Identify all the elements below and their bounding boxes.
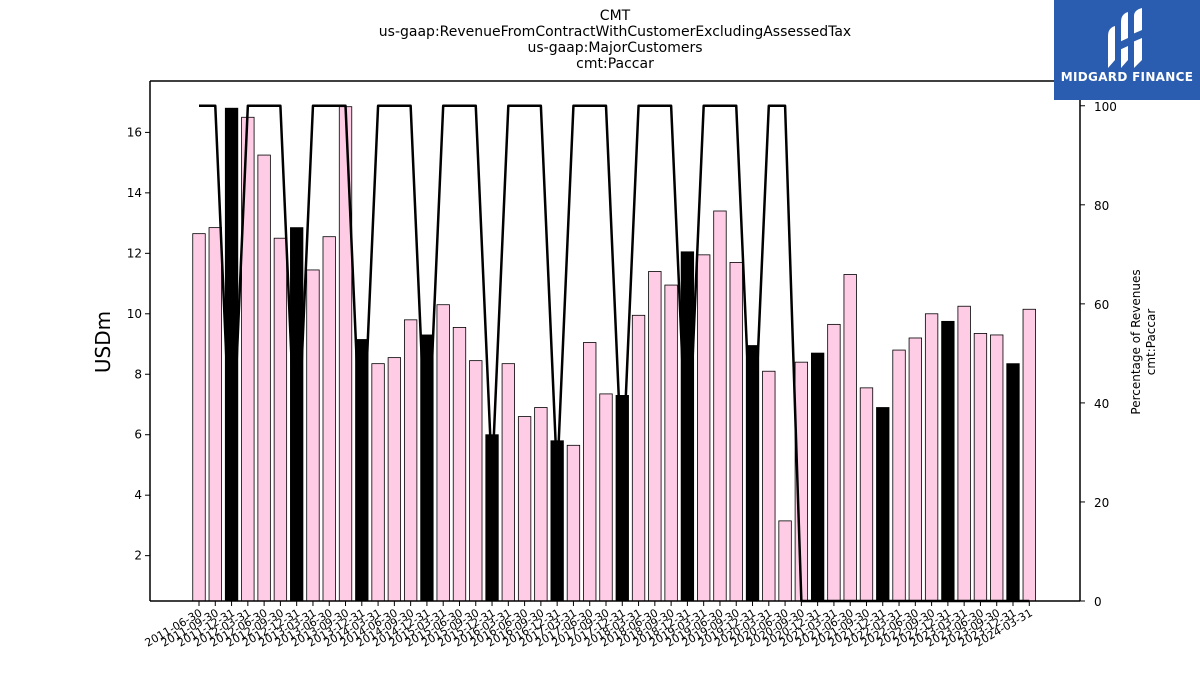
bar-2018-03-31 [631,314,646,602]
bar-2015-03-31 [436,304,450,602]
bar-2023-09-30 [990,334,1004,602]
chart-titles: CMT us-gaap:RevenueFromContractWithCusto… [379,8,851,72]
bar-2024-03-31 [1022,308,1036,602]
bar-2015-06-30 [452,326,467,602]
bar-2017-12-31 [615,395,629,602]
bar-2013-06-30 [322,236,336,602]
bar-2011-09-30 [208,227,222,602]
logo-text: MIDGARD FINANCE [1060,70,1194,84]
logo-mark-icon [1108,8,1142,68]
y2-axis-label-line-2: cmt:Paccar [1144,309,1158,376]
y-axis-label: USDm [91,311,115,373]
bar-2023-03-31 [957,305,971,602]
right-y-ticks: 0 20 40 60 80 100 [1080,100,1117,609]
y2-tick-label-40: 40 [1094,397,1109,411]
x-ticks: 2011-06-302011-09-302011-12-312012-03-31… [143,601,1035,650]
y-tick-label-16: 16 [127,125,142,139]
bar-2014-06-30 [387,357,402,602]
bar-2016-06-30 [517,416,532,602]
bar-2023-06-30 [973,333,988,602]
title-line-4: cmt:Paccar [576,56,654,72]
bar-2012-09-30 [273,237,288,602]
bar-2014-09-30 [403,319,418,602]
axes-group [149,80,1081,602]
bar-2020-03-31 [762,370,776,602]
left-y-ticks: 2 4 6 8 10 12 14 16 [127,125,150,563]
bar-2017-03-31 [566,444,581,602]
bar-2018-12-31 [680,251,695,602]
bar-2016-03-31 [501,363,515,602]
bar-2022-12-31 [941,320,955,602]
bar-2022-03-31 [892,349,906,602]
y2-tick-label-100: 100 [1094,100,1117,114]
y2-tick-label-20: 20 [1094,496,1109,510]
y2-tick-label-80: 80 [1094,199,1109,213]
y-tick-label-14: 14 [127,186,142,200]
y-tick-label-2: 2 [134,549,142,563]
bar-2015-09-30 [469,360,483,602]
bar-2021-06-30 [843,274,857,602]
bar-2019-03-31 [697,254,711,602]
y2-tick-label-0: 0 [1094,595,1102,609]
bar-2011-06-30 [192,233,206,602]
brand-logo: MIDGARD FINANCE [1054,0,1200,100]
y-tick-label-10: 10 [127,307,142,321]
title-line-3: us-gaap:MajorCustomers [527,40,702,56]
y-tick-label-12: 12 [127,246,142,260]
bar-2016-09-30 [534,407,548,602]
bar-2020-06-30 [778,520,792,602]
bar-2019-09-30 [729,261,743,602]
bar-2021-03-31 [827,323,841,602]
bar-2022-06-30 [908,337,922,602]
bar-2018-06-30 [648,271,662,602]
bar-2020-12-31 [810,352,825,602]
bar-2021-09-30 [859,387,874,602]
y2-tick-label-60: 60 [1094,298,1109,312]
y-tick-label-8: 8 [134,367,142,381]
y-tick-label-4: 4 [134,488,142,502]
y-tick-label-6: 6 [134,428,142,442]
bar-2017-06-30 [583,342,597,602]
title-line-1: CMT [600,8,631,24]
bar-2019-06-30 [713,210,727,602]
y2-axis-label-line-1: Percentage of Revenues [1129,269,1143,414]
bar-2022-09-30 [924,313,939,602]
bar-2017-09-30 [599,393,613,602]
bars-group [192,106,1036,602]
bar-2021-12-31 [876,407,890,602]
bar-2014-03-31 [371,363,385,602]
bar-2012-06-30 [257,154,271,602]
bar-2023-12-31 [1006,363,1020,602]
bar-2012-12-31 [290,227,304,602]
title-line-2: us-gaap:RevenueFromContractWithCustomerE… [379,24,851,40]
bar-2013-03-31 [306,269,320,602]
bar-2018-09-30 [664,284,678,602]
